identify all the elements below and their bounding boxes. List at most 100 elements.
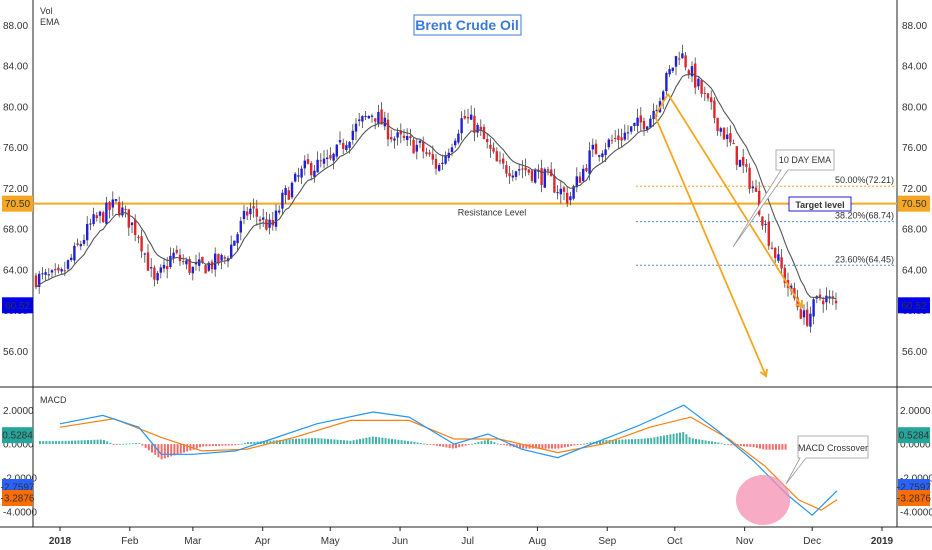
x-tick-label: Apr (255, 536, 271, 547)
histogram-bar (269, 440, 272, 445)
candle-body (825, 295, 828, 303)
histogram-bar (333, 439, 336, 445)
histogram-bar (135, 443, 137, 445)
candle-body (127, 209, 130, 228)
histogram-bar (717, 442, 720, 445)
histogram-bar (541, 444, 544, 449)
histogram-bar (599, 440, 601, 445)
macd-line (59, 404, 838, 517)
histogram-bar (589, 442, 592, 445)
histogram-bar (199, 444, 201, 448)
candle-body (230, 244, 233, 259)
resistance-tag-left-bg (2, 195, 33, 212)
candle-body (537, 170, 540, 172)
histogram-bar (112, 444, 115, 445)
histogram-bar (295, 438, 297, 445)
candle-body (834, 300, 838, 304)
y-tick-label-left: 64.00 (3, 265, 28, 276)
candle-body (345, 145, 348, 150)
macd-tag-right-bg (898, 427, 930, 444)
candle-body (591, 144, 594, 150)
histogram-bar (487, 439, 489, 445)
histogram-bar (288, 439, 291, 445)
histogram-bar (314, 438, 317, 445)
candle-body (50, 270, 54, 273)
histogram-bar (701, 439, 704, 445)
histogram-bar (343, 440, 345, 445)
candle-body (553, 175, 556, 193)
candle-body (674, 56, 678, 67)
histogram-bar (122, 443, 125, 445)
histogram-bar (691, 438, 694, 445)
candle-body (406, 135, 409, 141)
candle-body (726, 134, 729, 140)
histogram-bar (128, 443, 131, 445)
candle-body (559, 188, 562, 195)
macd-tag-left-bg (2, 490, 33, 506)
histogram-bar (775, 444, 777, 450)
histogram-bar (336, 439, 339, 445)
histogram-bar (653, 437, 656, 445)
candle-body (466, 117, 470, 119)
candle-body (326, 157, 329, 160)
candle-body (540, 168, 543, 186)
candle-body (812, 299, 815, 317)
candle-body (617, 135, 620, 141)
histogram-bar (227, 444, 230, 446)
resistance-tag-right: 70.50 (901, 199, 926, 210)
histogram-bar (679, 432, 681, 445)
candle-body (358, 119, 361, 121)
histogram-bar (445, 444, 448, 448)
macd-callout-label: MACD Crossover (798, 443, 868, 453)
candle-body (716, 117, 719, 132)
histogram-bar (202, 444, 205, 447)
histogram-bar (99, 439, 102, 445)
histogram-bar (109, 442, 112, 445)
price-tag-right: 60.52 (901, 301, 926, 312)
candle-body (239, 220, 242, 233)
candle-body (150, 267, 153, 269)
candle-body (790, 285, 793, 291)
candle-body (703, 92, 706, 94)
histogram-bar (71, 440, 73, 445)
candles-group (34, 44, 838, 333)
fib-label: 38.20%(68.74) (835, 211, 894, 221)
x-tick-label: Jul (461, 536, 474, 547)
histogram-bar (576, 444, 579, 445)
candle-body (246, 211, 249, 216)
candle-body (818, 294, 822, 299)
candle-body (348, 141, 351, 148)
histogram-bar (624, 439, 627, 445)
y-tick-label-left: 76.00 (3, 143, 28, 154)
histogram-bar (413, 441, 416, 445)
x-tick-label: Dec (803, 536, 821, 547)
histogram-bar (675, 433, 678, 445)
candle-body (665, 72, 668, 92)
histogram-bar (387, 438, 390, 445)
candle-body (143, 253, 146, 255)
candle-body (719, 128, 722, 132)
histogram-bar (467, 444, 470, 445)
macd-y-tick-right: -4.0000 (900, 507, 932, 518)
histogram-bar (474, 442, 477, 445)
histogram-bar (307, 438, 310, 445)
histogram-bar (461, 444, 464, 447)
histogram-bar (509, 444, 512, 447)
candle-body (57, 267, 60, 271)
title-box (413, 14, 522, 36)
histogram-bar (141, 444, 144, 446)
histogram-bar (365, 437, 368, 445)
histogram-bar (218, 444, 221, 446)
candle-body (47, 274, 50, 276)
candle-body (748, 167, 751, 189)
candle-body (655, 109, 658, 112)
candle-body (809, 313, 812, 327)
candle-body (607, 139, 610, 148)
channel-lower-arrow (759, 368, 768, 378)
y-tick-label-left: 68.00 (3, 225, 28, 236)
histogram-bar (250, 442, 253, 445)
candle-body (498, 160, 502, 162)
histogram-bar (151, 444, 153, 453)
macd-tag-right: -3.2876 (897, 494, 931, 505)
